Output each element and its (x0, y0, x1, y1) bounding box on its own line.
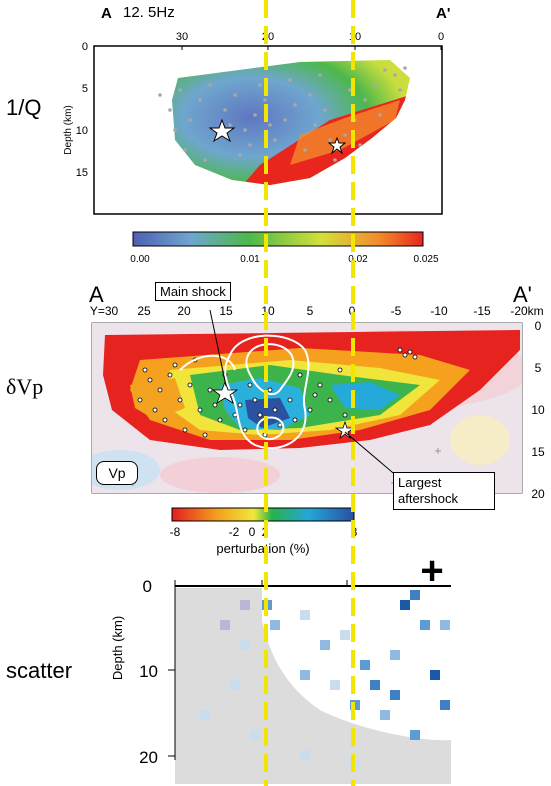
aftershock-callout: Largest aftershock (393, 472, 495, 510)
scatter-ytick-20: 20 (139, 748, 158, 767)
q-aftershock-star (327, 136, 347, 155)
vp-colorbar (171, 507, 355, 522)
vp-hypocenter-cloud (137, 347, 418, 438)
scatter-y-axis-label: Depth (km) (110, 616, 125, 680)
vp-cbar-tick-0: 0 (249, 525, 256, 539)
q-xtick-30: 30 (176, 31, 188, 43)
q-cbar-tick-2: 0.02 (348, 254, 368, 265)
vp-xtick-5: 5 (307, 304, 314, 318)
vp-ytick-20: 20 (531, 487, 545, 501)
vp-xtick-8: -10 (430, 304, 448, 318)
scatter-panel: 0 10 20 Depth (km) + (110, 560, 451, 784)
q-cbar-tick-1: 0.01 (240, 254, 260, 265)
vp-xtick-6: 0 (349, 304, 356, 318)
vp-ytick-5: 5 (535, 361, 542, 375)
vp-xtick-1: 25 (137, 304, 151, 318)
vp-main-shock-star (211, 380, 239, 404)
q-xtick-0: 0 (438, 31, 444, 43)
main-shock-pointer (209, 309, 227, 387)
vp-contours (179, 334, 310, 450)
q-cbar-tick-3: 0.025 (413, 254, 438, 265)
q-ytick-10: 10 (76, 125, 88, 137)
aftershock-callout-line1: Largest (398, 475, 442, 490)
section-end-a: A (101, 5, 112, 22)
row-label-dvp: δVp (6, 374, 44, 399)
scatter-ytick-10: 10 (139, 662, 158, 681)
vp-section-end-a: A (89, 282, 104, 307)
q-ytick-0: 0 (82, 41, 88, 53)
vp-ytick-15: 15 (531, 445, 545, 459)
q-cbar-tick-0: 0.00 (130, 254, 150, 265)
main-shock-callout: Main shock (155, 282, 231, 301)
q-y-axis-label: Depth (km) (63, 105, 74, 154)
frequency-label: 12. 5Hz (123, 4, 175, 21)
scatter-ytick-0: 0 (143, 577, 152, 596)
vp-ytick-0: 0 (535, 319, 542, 333)
row-label-1q: 1/Q (6, 95, 42, 120)
q-colorbar (132, 231, 424, 247)
row-label-scatter: scatter (6, 658, 73, 683)
section-end-a-prime: A' (436, 5, 451, 22)
vp-xtick-2: 20 (177, 304, 191, 318)
vp-ytick-10: 10 (531, 403, 545, 417)
vp-xtick-10: -20km (510, 304, 543, 318)
q-hypocenter-cloud (158, 66, 407, 162)
vp-colorbar-label: perturbation (%) (216, 541, 309, 556)
aftershock-callout-line2: aftershock (398, 491, 458, 506)
q-ytick-5: 5 (82, 83, 88, 95)
vp-xtick-3: 15 (219, 304, 233, 318)
q-main-shock-star (208, 118, 236, 143)
vp-cbar-tick-m2: -2 (229, 525, 240, 539)
vp-xtick-7: -5 (391, 304, 402, 318)
vp-section-end-a-prime: A' (513, 282, 532, 307)
vp-cbar-tick-m8: -8 (170, 525, 181, 539)
vp-xtick-9: -15 (473, 304, 491, 318)
plus-marker: + (420, 560, 443, 593)
vp-inset-label: Vp (96, 461, 138, 485)
scatter-image (175, 588, 451, 784)
vp-xtick-0: Y=30 (90, 304, 119, 318)
q-ytick-15: 15 (76, 167, 88, 179)
